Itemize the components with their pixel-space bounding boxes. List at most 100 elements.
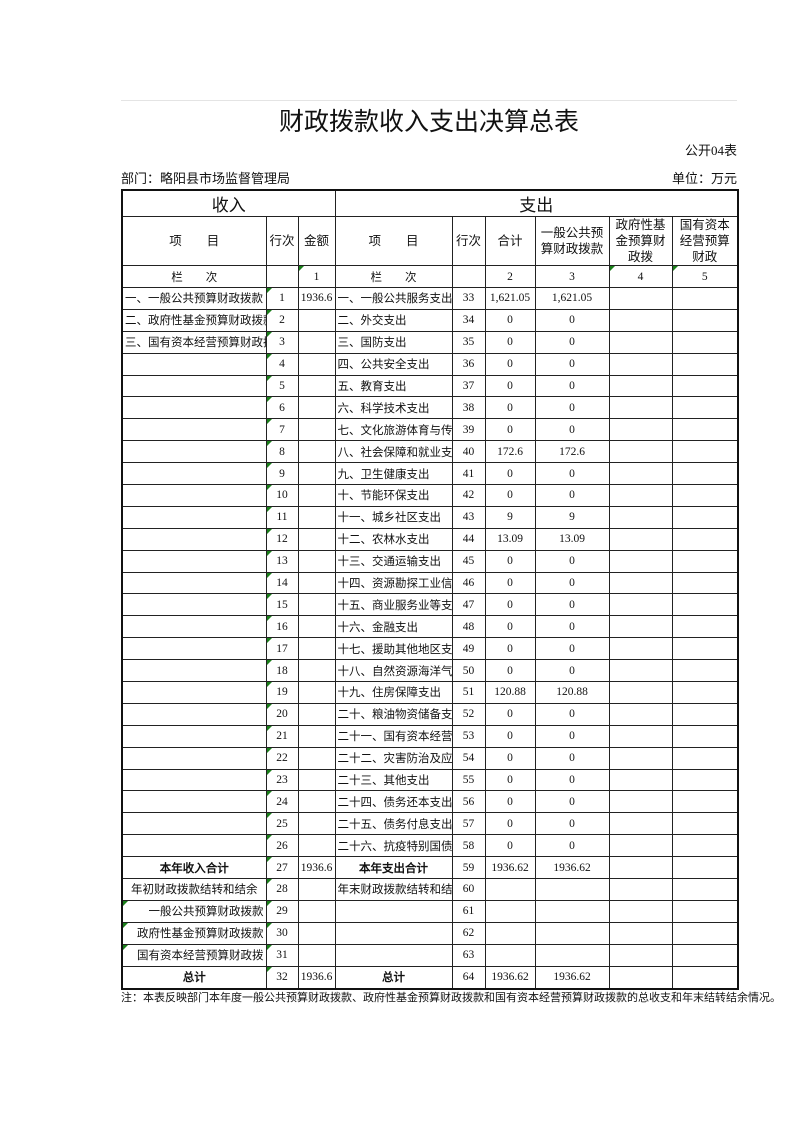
gov-fund-amount-cell (608, 746, 673, 770)
income-amount-cell (297, 724, 336, 748)
income-item-cell: 总计 (121, 965, 267, 990)
income-line-cell: 13 (265, 549, 299, 573)
table-row: 12 十二、农林水支出 44 13.09 13.09 (121, 527, 739, 551)
income-item-cell (121, 637, 267, 661)
expense-total-cell: 0 (484, 374, 536, 398)
expense-total-cell (484, 943, 536, 967)
column-index-2: 2 (484, 265, 536, 288)
soe-amount-cell (671, 549, 739, 573)
expense-line-cell: 33 (451, 287, 486, 310)
income-item-cell: 二、政府性基金预算财政拨款 (121, 308, 267, 332)
expense-total-cell: 0 (484, 330, 536, 354)
income-amount-cell (297, 878, 336, 901)
column-index-1: 1 (297, 265, 336, 288)
soe-amount-cell (671, 330, 739, 354)
soe-amount-cell (671, 921, 739, 945)
income-amount-cell (297, 768, 336, 792)
income-item-cell (121, 702, 267, 726)
general-budget-amount-cell: 0 (534, 702, 610, 726)
expense-total-cell: 0 (484, 724, 536, 748)
table-row: 20 二十、粮油物资储备支出 52 0 0 (121, 702, 739, 726)
income-line-cell: 4 (265, 352, 299, 376)
gov-fund-amount-cell (608, 768, 673, 792)
gov-fund-amount-cell (608, 440, 673, 464)
general-budget-amount-cell (534, 943, 610, 967)
general-budget-amount-cell: 0 (534, 593, 610, 617)
income-amount-cell (297, 352, 336, 376)
general-budget-amount-cell: 1936.62 (534, 965, 610, 990)
gov-fund-header: 政府性基金预算财政拨 (608, 216, 673, 266)
gov-fund-amount-cell (608, 484, 673, 507)
expense-item-cell: 五、教育支出 (334, 374, 453, 398)
income-amount-cell (297, 681, 336, 704)
expense-total-cell: 0 (484, 812, 536, 836)
soe-amount-cell (671, 527, 739, 551)
expense-line-cell: 47 (451, 593, 486, 617)
expense-total-cell: 0 (484, 396, 536, 420)
general-budget-amount-cell: 0 (534, 308, 610, 332)
table-row: 本年收入合计 27 1936.6 本年支出合计 59 1936.62 1936.62 (121, 856, 739, 880)
expense-item-cell: 二十一、国有资本经营预算支出 (334, 724, 453, 748)
income-item-cell (121, 571, 267, 595)
general-budget-header: 一般公共预算财政拨款 (534, 216, 610, 266)
expense-item-cell: 二十五、债务付息支出 (334, 812, 453, 836)
general-budget-amount-cell: 13.09 (534, 527, 610, 551)
income-amount-cell: 1936.6 (297, 856, 336, 880)
income-item-cell (121, 812, 267, 836)
soe-amount-cell (671, 637, 739, 661)
income-item-cell (121, 834, 267, 858)
fiscal-summary-table: 收入 支出 项 目 行次 金额 项 目 行次 合计 一般公共预算财政拨款 政府性… (121, 189, 740, 990)
general-budget-amount-cell: 0 (534, 462, 610, 486)
gov-fund-amount-cell (608, 593, 673, 617)
income-item-cell (121, 659, 267, 683)
general-budget-amount-cell (534, 899, 610, 923)
soe-amount-cell (671, 702, 739, 726)
income-item-cell: 年初财政拨款结转和结余 (121, 878, 267, 901)
expense-total-cell (484, 878, 536, 901)
soe-amount-cell (671, 899, 739, 923)
gov-fund-amount-cell (608, 396, 673, 420)
expense-total-cell: 0 (484, 702, 536, 726)
table-row: 9 九、卫生健康支出 41 0 0 (121, 462, 739, 486)
expense-item-cell: 十七、援助其他地区支出 (334, 637, 453, 661)
income-line-cell: 26 (265, 834, 299, 858)
expense-line-cell: 36 (451, 352, 486, 376)
soe-amount-cell (671, 308, 739, 332)
expense-item-cell: 四、公共安全支出 (334, 352, 453, 376)
gov-fund-amount-cell (608, 834, 673, 858)
gov-fund-amount-cell (608, 878, 673, 901)
income-line-cell: 11 (265, 505, 299, 529)
expense-item-cell: 二十三、其他支出 (334, 768, 453, 792)
gov-fund-amount-cell (608, 899, 673, 923)
expense-total-cell: 0 (484, 593, 536, 617)
general-budget-amount-cell: 1936.62 (534, 856, 610, 880)
income-amount-cell (297, 659, 336, 683)
income-amount-cell (297, 899, 336, 923)
table-row: 国有资本经营预算财政拨 31 63 (121, 943, 739, 967)
soe-amount-cell (671, 659, 739, 683)
expense-item-cell: 十八、自然资源海洋气象等支出 (334, 659, 453, 683)
expense-item-cell: 一、一般公共服务支出 (334, 287, 453, 310)
expense-total-cell (484, 899, 536, 923)
table-row: 19 十九、住房保障支出 51 120.88 120.88 (121, 681, 739, 704)
income-amount-cell (297, 505, 336, 529)
expense-item-cell: 二、外交支出 (334, 308, 453, 332)
expense-line-cell: 38 (451, 396, 486, 420)
table-row: 13 十三、交通运输支出 45 0 0 (121, 549, 739, 573)
expense-total-cell: 0 (484, 790, 536, 814)
expense-total-cell: 0 (484, 746, 536, 770)
gov-fund-amount-cell (608, 330, 673, 354)
income-amount-cell (297, 790, 336, 814)
income-amount-cell: 1936.6 (297, 965, 336, 990)
income-line-cell: 23 (265, 768, 299, 792)
table-row: 5 五、教育支出 37 0 0 (121, 374, 739, 398)
general-budget-amount-cell: 0 (534, 549, 610, 573)
expense-item-cell: 十五、商业服务业等支出 (334, 593, 453, 617)
expense-total-cell: 0 (484, 352, 536, 376)
gov-fund-amount-cell (608, 702, 673, 726)
income-line-header: 行次 (265, 216, 299, 266)
